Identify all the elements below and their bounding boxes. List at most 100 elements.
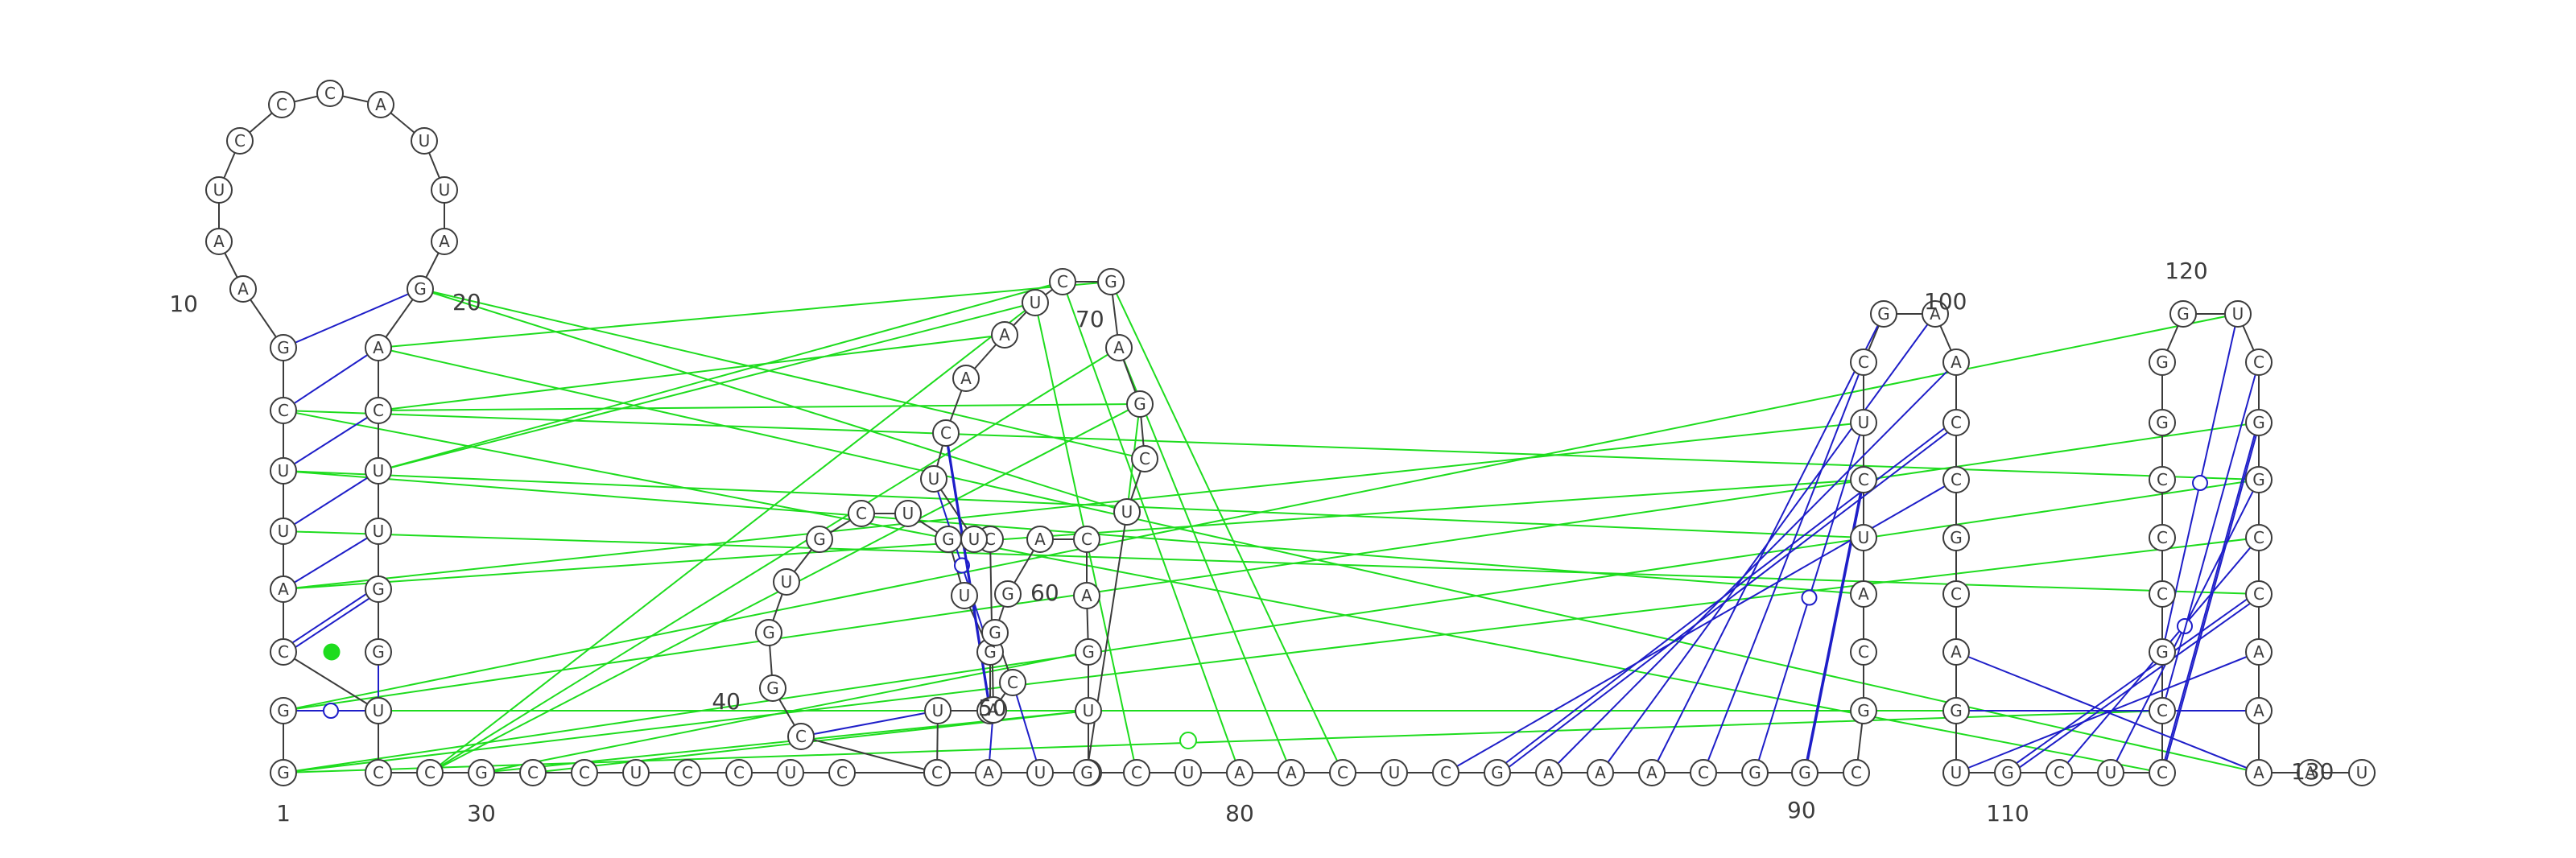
nucleotide-circle <box>365 575 392 603</box>
nucleotide-circle <box>1843 759 1870 786</box>
position-label: 70 <box>1075 306 1104 332</box>
nucleotide-circle <box>952 365 980 392</box>
nucleotide-letter: G <box>475 763 488 782</box>
nucleotide-letter: U <box>373 522 385 541</box>
nucleotide-letter: U <box>1389 763 1401 782</box>
nucleotide-letter: G <box>277 338 290 357</box>
nucleotide-letter: U <box>959 586 971 605</box>
nucleotide-letter: G <box>2252 470 2265 489</box>
nucleotide: U <box>431 176 458 204</box>
nucleotide-circle <box>1329 759 1356 786</box>
nucleotide-circle <box>920 465 947 493</box>
wobble-pair-marker <box>1801 589 1818 606</box>
position-label: 120 <box>2165 258 2207 284</box>
nucleotide: G <box>1791 759 1818 786</box>
nucleotide-circle <box>2046 759 2073 786</box>
nucleotide-circle <box>1075 697 1102 724</box>
tertiary-interaction-line <box>283 530 2260 595</box>
nucleotide-letter: G <box>2156 353 2169 372</box>
nucleotide: C <box>848 500 875 527</box>
nucleotide-circle <box>2149 697 2176 724</box>
nucleotide-letter: C <box>1698 763 1709 782</box>
tertiary-interaction-line <box>429 302 1036 773</box>
tertiary-interaction-line <box>378 281 1112 349</box>
nucleotide: G <box>2149 638 2176 666</box>
nucleotide: G <box>759 674 786 702</box>
nucleotide-letter: U <box>1858 413 1870 432</box>
tertiary-interaction-line <box>481 651 1089 773</box>
nucleotide: A <box>1226 759 1253 786</box>
backbone-segment <box>283 651 379 712</box>
nucleotide-letter: C <box>324 84 336 103</box>
nucleotide-circle <box>1942 580 1970 608</box>
nucleotide-letter: C <box>1139 449 1150 468</box>
nucleotide-circle <box>924 697 952 724</box>
nucleotide-letter: G <box>1798 763 1811 782</box>
nucleotide-letter: A <box>278 580 289 599</box>
nucleotide-circle <box>1073 582 1100 609</box>
nucleotide-letter: C <box>733 763 745 782</box>
nucleotide: A <box>2297 759 2324 786</box>
nucleotide-circle <box>2348 759 2376 786</box>
nucleotide-circle <box>365 638 392 666</box>
nucleotide-letter: U <box>1083 701 1095 720</box>
nucleotide-letter: U <box>439 180 451 200</box>
position-label: 100 <box>1924 288 1967 315</box>
tertiary-interaction-line <box>1118 347 1292 773</box>
nucleotide-circle <box>229 275 257 303</box>
tertiary-interaction-line <box>283 479 2260 773</box>
nucleotide-circle <box>674 759 701 786</box>
nucleotide-letter: C <box>2157 763 2168 782</box>
nucleotide-letter: C <box>2157 701 2168 720</box>
nucleotide-circle <box>1587 759 1614 786</box>
nucleotide-circle <box>2245 409 2273 436</box>
nucleotide-letter: U <box>1183 763 1195 782</box>
nucleotide: A <box>367 91 394 118</box>
nucleotide-letter: G <box>372 580 385 599</box>
nucleotide-letter: U <box>373 701 385 720</box>
nucleotide-circle <box>725 759 753 786</box>
nucleotide: G <box>270 334 297 361</box>
nucleotide-circle <box>431 228 458 255</box>
nucleotide-letter: G <box>766 679 779 698</box>
tertiary-marker-filled <box>323 643 341 661</box>
nucleotide-letter: U <box>630 763 642 782</box>
nucleotide: U <box>2224 300 2252 328</box>
nucleotide-circle <box>923 759 951 786</box>
nucleotide-letter: G <box>1950 701 1963 720</box>
nucleotide-circle <box>1850 466 1877 493</box>
nucleotide-letter: C <box>1440 763 1451 782</box>
nucleotide-letter: A <box>1543 763 1554 782</box>
nucleotide-letter: A <box>2253 642 2264 662</box>
nucleotide-circle <box>1942 759 1970 786</box>
nucleotide: G <box>1942 697 1970 724</box>
nucleotide: C <box>1329 759 1356 786</box>
nucleotide: G <box>755 619 782 646</box>
nucleotide: C <box>2245 349 2273 376</box>
nucleotide-letter: C <box>1057 272 1068 291</box>
nucleotide: G <box>1850 697 1877 724</box>
nucleotide: U <box>894 500 922 527</box>
nucleotide: A <box>980 696 1007 724</box>
nucleotide-circle <box>1278 759 1305 786</box>
nucleotide: A <box>270 575 297 603</box>
nucleotide: A <box>952 365 980 392</box>
nucleotide: C <box>2245 524 2273 551</box>
nucleotide: G <box>270 759 297 786</box>
tertiary-interaction-line <box>378 334 1005 411</box>
nucleotide-circle <box>270 334 297 361</box>
nucleotide-letter: A <box>1930 304 1941 324</box>
nucleotide: C <box>2149 759 2176 786</box>
nucleotide-letter: C <box>276 95 287 114</box>
nucleotide: A <box>2245 697 2273 724</box>
nucleotide-circle <box>1022 289 1049 316</box>
nucleotide-letter: A <box>1858 584 1869 604</box>
nucleotide: C <box>2149 524 2176 551</box>
nucleotide: U <box>1075 697 1102 724</box>
nucleotide: G <box>468 759 495 786</box>
nucleotide-circle <box>1123 759 1150 786</box>
nucleotide-letter: U <box>2232 304 2244 324</box>
nucleotide: A <box>1942 638 1970 666</box>
nucleotide-circle <box>975 759 1002 786</box>
nucleotide-letter: G <box>762 623 775 642</box>
